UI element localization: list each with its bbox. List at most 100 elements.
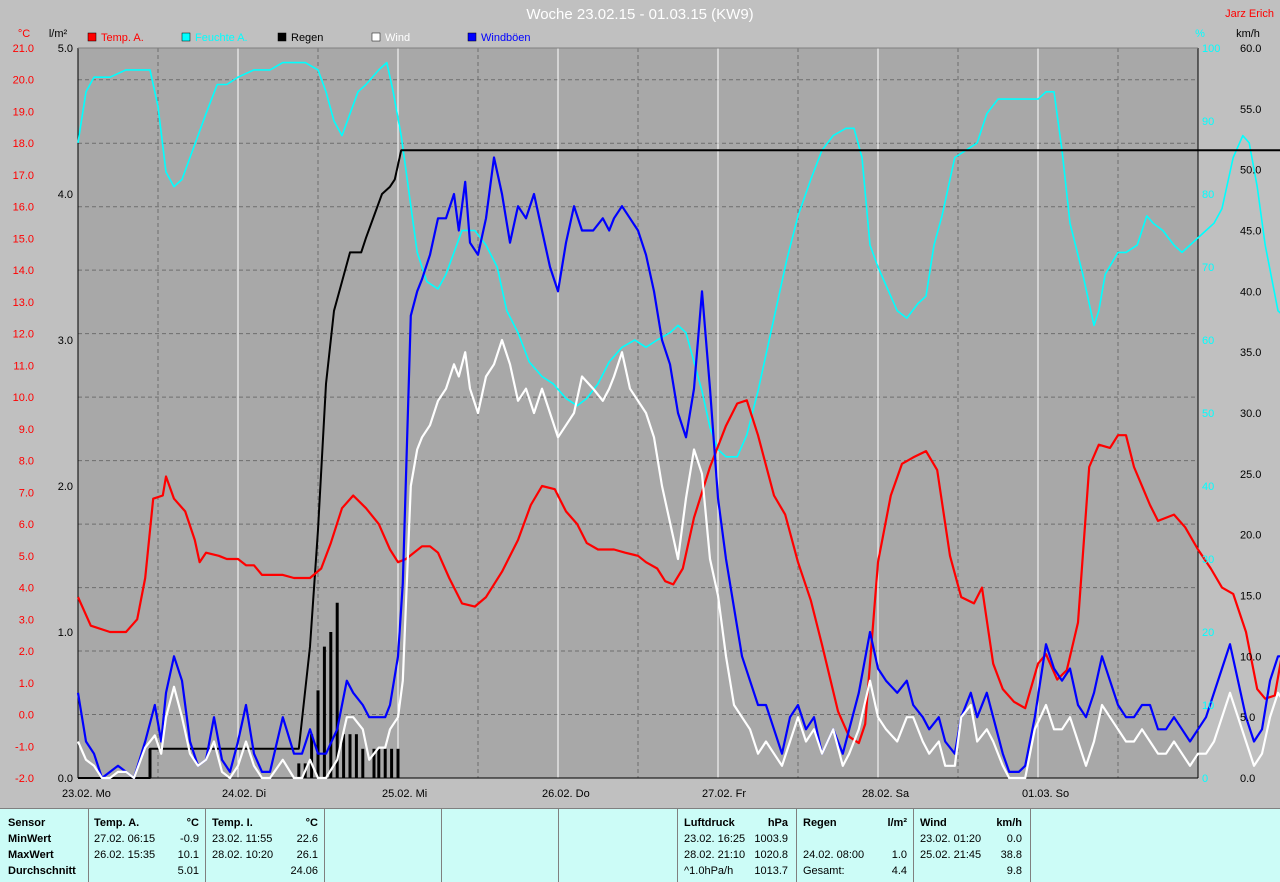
temp-tick-label: 3.0: [19, 614, 34, 626]
pressure-avg: 1013.7: [754, 865, 788, 877]
humidity-tick-label: 90: [1202, 116, 1214, 128]
day-label: 24.02. Di: [222, 788, 266, 800]
wind-tick-label: 5.0: [1240, 712, 1255, 724]
temp-i-title: Temp. I.: [212, 817, 253, 829]
rain-tick-label: 5.0: [58, 43, 73, 55]
temp-tick-label: 15.0: [13, 233, 34, 245]
rain-tick-label: 0.0: [58, 773, 73, 785]
wind-max-val: 38.8: [1000, 849, 1022, 861]
legend-label: Regen: [291, 32, 323, 44]
legend-label: Temp. A.: [101, 32, 144, 44]
temp-tick-label: 18.0: [13, 138, 34, 150]
wind-min-time: 23.02. 01:20: [920, 833, 982, 845]
temp-tick-label: 1.0: [19, 678, 34, 690]
humidity-tick-label: 60: [1202, 335, 1214, 347]
temp-tick-label: 20.0: [13, 75, 34, 87]
wind-avg: 9.8: [1006, 865, 1022, 877]
temp-a-max-time: 26.02. 15:35: [94, 849, 156, 861]
day-label: 23.02. Mo: [62, 788, 111, 800]
rain-title: Regen: [803, 817, 837, 829]
wind-tick-label: 50.0: [1240, 165, 1261, 177]
rain-tick-label: 2.0: [58, 481, 73, 493]
summary-pressure: Luftdruck hPa 23.02. 16:25 1003.9 28.02. 2…: [678, 809, 797, 882]
legend-swatch: [87, 32, 97, 42]
tick-labels: 21.0 20.0 19.0 18.0 17.0 16.0 15.0 14.0 13.0 12.0…: [13, 43, 1262, 785]
temp-a-unit: °C: [186, 817, 199, 829]
avg-label: Durchschnitt: [8, 865, 76, 877]
temp-a-min-time: 27.02. 06:15: [94, 833, 156, 845]
temp-tick-label: 14.0: [13, 265, 34, 277]
pressure-min-val: 1003.9: [754, 833, 788, 845]
legend-label: Feuchte A.: [195, 32, 248, 44]
summary-panel: Sensor MinWert MaxWert Durchschnitt Temp…: [0, 808, 1280, 882]
temp-tick-label: 17.0: [13, 170, 34, 182]
rain-tick-label: 4.0: [58, 189, 73, 201]
legend: Temp. A. Feuchte A. Regen Wind Windböen: [87, 32, 531, 44]
series-line-regen: [78, 149, 1280, 779]
humidity-tick-label: 10: [1202, 700, 1214, 712]
rain-total-label: Gesamt:: [803, 865, 845, 877]
humidity-tick-label: 30: [1202, 554, 1214, 566]
temp-tick-label: 5.0: [19, 551, 34, 563]
summary-empty-2: [442, 809, 559, 882]
temp-tick-label: -1.0: [15, 741, 34, 753]
temp-tick-label: -2.0: [15, 773, 34, 785]
rain-max-val: 1.0: [891, 849, 907, 861]
temp-a-avg: 5.01: [177, 865, 199, 877]
summary-temp-i: Temp. I. °C 23.02. 11:55 22.6 28.02. 10:20…: [206, 809, 325, 882]
temp-i-min-val: 22.6: [296, 833, 318, 845]
wind-tick-label: 30.0: [1240, 408, 1261, 420]
temp-i-unit: °C: [305, 817, 318, 829]
temp-tick-label: 9.0: [19, 424, 34, 436]
temp-tick-label: 13.0: [13, 297, 34, 309]
wind-tick-label: 10.0: [1240, 651, 1261, 663]
rain-max-time: 24.02. 08:00: [803, 849, 865, 861]
rain-axis-unit: l/m²: [49, 28, 68, 40]
humidity-axis-unit: %: [1195, 28, 1205, 40]
series-line-windb-en: [76, 156, 1280, 780]
wind-tick-label: 25.0: [1240, 469, 1261, 481]
series-line-feuchte-a-: [77, 61, 1280, 458]
temp-axis-unit: °C: [18, 28, 30, 40]
humidity-tick-label: 0: [1202, 773, 1208, 785]
series-lines: [76, 61, 1280, 780]
temp-i-avg: 24.06: [290, 865, 318, 877]
pressure-title: Luftdruck: [684, 817, 735, 829]
temp-tick-label: 16.0: [13, 202, 34, 214]
temp-tick-label: 10.0: [13, 392, 34, 404]
day-label: 27.02. Fr: [702, 788, 746, 800]
min-label: MinWert: [8, 833, 52, 845]
wind-tick-label: 40.0: [1240, 286, 1261, 298]
grid: [78, 48, 1198, 778]
humidity-tick-label: 50: [1202, 408, 1214, 420]
humidity-tick-label: 20: [1202, 627, 1214, 639]
legend-label: Windböen: [481, 32, 531, 44]
max-label: MaxWert: [8, 849, 54, 861]
legend-swatch: [181, 32, 191, 42]
wind-max-time: 25.02. 21:45: [920, 849, 982, 861]
humidity-tick-label: 70: [1202, 262, 1214, 274]
temp-tick-label: 19.0: [13, 106, 34, 118]
series-line-wind: [76, 338, 1280, 780]
temp-tick-label: 6.0: [19, 519, 34, 531]
summary-wind: Wind km/h 23.02. 01:20 0.0 25.02. 21:45 38.…: [914, 809, 1031, 882]
summary-temp-a: Temp. A. °C 27.02. 06:15 -0.9 26.02. 15:35…: [89, 809, 206, 882]
day-label: 28.02. Sa: [862, 788, 910, 800]
temp-tick-label: 2.0: [19, 646, 34, 658]
series-line-temp-a-: [76, 399, 1280, 745]
day-label: 25.02. Mi: [382, 788, 427, 800]
temp-tick-label: 11.0: [13, 360, 34, 372]
wind-title: Wind: [920, 817, 947, 829]
legend-swatch: [467, 32, 477, 42]
summary-rain: Regen l/m² 24.02. 08:00 1.0 Gesamt: 4.4: [797, 809, 914, 882]
wind-unit: km/h: [996, 817, 1022, 829]
temp-tick-label: 12.0: [13, 329, 34, 341]
wind-tick-label: 20.0: [1240, 530, 1261, 542]
summary-empty-1: [325, 809, 442, 882]
wind-tick-label: 15.0: [1240, 591, 1261, 603]
wind-min-val: 0.0: [1006, 833, 1022, 845]
wind-tick-label: 60.0: [1240, 43, 1261, 55]
chart-title: Woche 23.02.15 - 01.03.15 (KW9): [526, 6, 753, 23]
pressure-max-val: 1020.8: [754, 849, 788, 861]
temp-tick-label: 21.0: [13, 43, 34, 55]
